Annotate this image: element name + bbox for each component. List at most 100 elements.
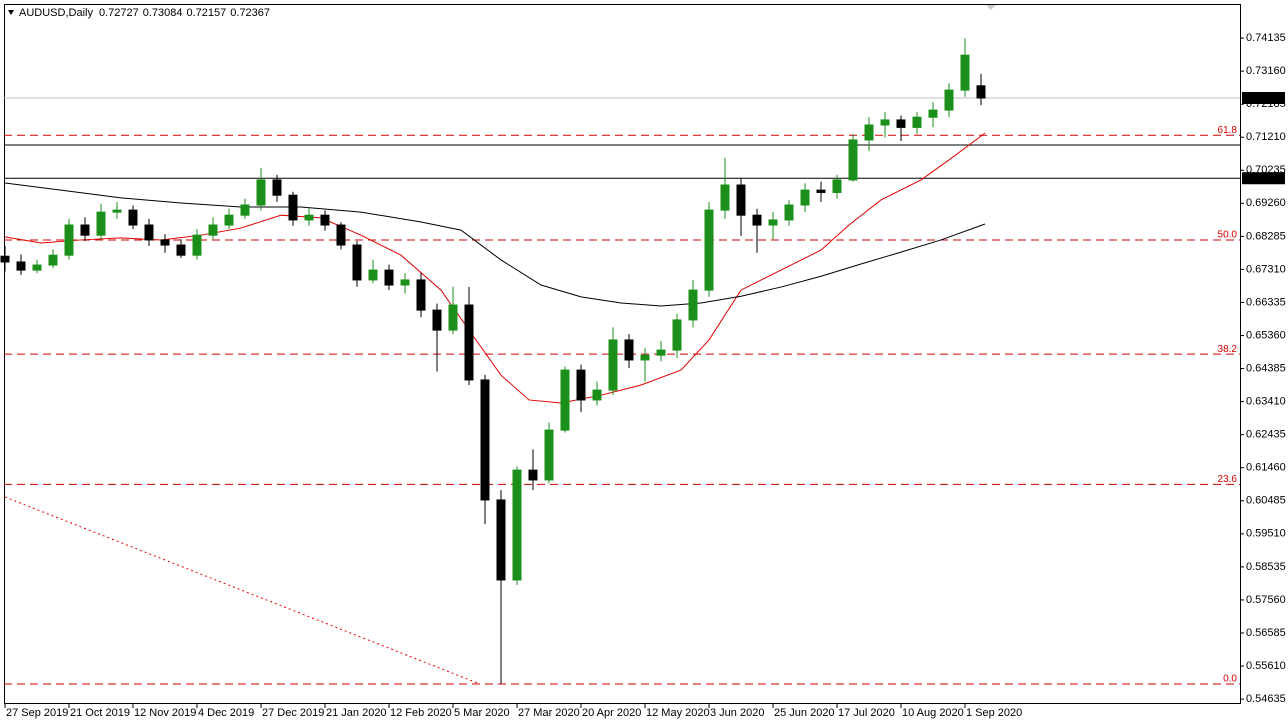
fib-label: 50.0 xyxy=(1218,230,1238,241)
candle-body xyxy=(288,194,298,221)
x-tick-label: 21 Jan 2020 xyxy=(326,707,387,719)
candle-body xyxy=(0,255,10,263)
y-tick-label: 0.65360 xyxy=(1246,329,1286,341)
x-tick-label: 1 Sep 2020 xyxy=(966,707,1022,719)
candle-body xyxy=(16,261,26,271)
candle-body xyxy=(272,179,282,196)
price-label-box xyxy=(1242,92,1285,105)
candle-body xyxy=(768,219,778,226)
candle-body xyxy=(672,319,682,351)
close: 0.72367 xyxy=(230,7,270,19)
candle-body xyxy=(784,204,794,221)
candle-body xyxy=(544,429,554,481)
candles-layer xyxy=(0,38,986,685)
candle-body xyxy=(800,189,810,206)
symbol: AUDUSD,Daily xyxy=(19,7,93,19)
fib-label: 61.8 xyxy=(1218,125,1238,136)
y-tick-label: 0.66335 xyxy=(1246,296,1286,308)
candle-body xyxy=(176,244,186,256)
y-tick-label: 0.69260 xyxy=(1246,197,1286,209)
y-tick-label: 0.57560 xyxy=(1246,594,1286,606)
fib-label: 38.2 xyxy=(1218,344,1238,355)
candle-body xyxy=(896,119,906,128)
x-tick-label: 27 Sep 2019 xyxy=(6,707,68,719)
price-label: 0.72367 xyxy=(1244,92,1284,104)
candle-body xyxy=(912,116,922,128)
y-tick-label: 0.62435 xyxy=(1246,429,1286,441)
candle-body xyxy=(352,244,362,281)
candle-body xyxy=(80,224,90,236)
candle-body xyxy=(240,204,250,216)
candle-body xyxy=(96,211,106,236)
candle-body xyxy=(400,279,410,286)
y-tick-label: 0.55610 xyxy=(1246,660,1286,672)
candle-body xyxy=(560,369,570,431)
candle-body xyxy=(960,54,970,91)
y-tick-label: 0.68285 xyxy=(1246,230,1286,242)
lines-layer: 0.0 23.6 38.2 50.0 61.8 xyxy=(4,97,1240,685)
candle-body xyxy=(752,214,762,226)
candle-body xyxy=(128,209,138,226)
low: 0.72157 xyxy=(187,7,227,19)
y-tick-label: 0.60485 xyxy=(1246,495,1286,507)
high: 0.73084 xyxy=(143,7,183,19)
x-tick-label: 20 Apr 2020 xyxy=(582,707,641,719)
candle-body xyxy=(720,184,730,211)
x-tick-label: 5 Mar 2020 xyxy=(454,707,510,719)
candle-body xyxy=(448,304,458,331)
trendline xyxy=(4,496,481,685)
shift-marker xyxy=(986,5,996,10)
candle-body xyxy=(480,379,490,501)
candle-body xyxy=(880,119,890,126)
open: 0.72727 xyxy=(99,7,139,19)
x-tick-label: 12 Nov 2019 xyxy=(134,707,196,719)
x-tick-label: 25 Jun 2020 xyxy=(774,707,835,719)
candle-body xyxy=(656,349,666,356)
candle-body xyxy=(976,85,986,99)
moving-average xyxy=(4,132,986,404)
x-tick-label: 17 Jul 2020 xyxy=(838,707,895,719)
candle-body xyxy=(704,209,714,291)
y-tick-label: 0.63410 xyxy=(1246,396,1286,408)
candle-body xyxy=(368,269,378,281)
candle-body xyxy=(608,339,618,391)
candle-body xyxy=(496,499,506,581)
header: AUDUSD,Daily 0.72727 0.73084 0.72157 0.72367 xyxy=(19,7,270,19)
x-tick-label: 4 Dec 2019 xyxy=(198,707,254,719)
candle-body xyxy=(944,89,954,111)
y-tick-label: 0.74135 xyxy=(1246,32,1286,44)
candle-body xyxy=(816,189,826,193)
moving-average xyxy=(4,182,986,307)
x-tick-label: 21 Oct 2019 xyxy=(70,707,130,719)
candle-body xyxy=(32,264,42,271)
candle-body xyxy=(688,289,698,321)
candle-body xyxy=(512,469,522,581)
candle-body xyxy=(208,224,218,236)
candle-body xyxy=(320,214,330,226)
x-tick-label: 3 Jun 2020 xyxy=(710,707,764,719)
x-tick-label: 12 May 2020 xyxy=(646,707,710,719)
candle-body xyxy=(64,224,74,256)
candle-body xyxy=(112,209,122,213)
x-tick-label: 10 Aug 2020 xyxy=(902,707,964,719)
candle-body xyxy=(848,139,858,181)
candle-body xyxy=(256,179,266,206)
y-tick-label: 0.61460 xyxy=(1246,462,1286,474)
candle-body xyxy=(336,224,346,246)
menu-arrow[interactable] xyxy=(8,10,14,15)
x-tick-label: 12 Feb 2020 xyxy=(390,707,452,719)
fib-label: 23.6 xyxy=(1218,474,1238,485)
y-tick-label: 0.73160 xyxy=(1246,65,1286,77)
candle-body xyxy=(384,269,394,286)
y-tick-label: 0.64385 xyxy=(1246,362,1286,374)
candle-body xyxy=(48,254,58,266)
price-label-box xyxy=(1242,172,1285,185)
x-tick-label: 27 Dec 2019 xyxy=(262,707,324,719)
fib-label: 0.0 xyxy=(1223,674,1237,685)
y-tick-label: 0.54635 xyxy=(1246,693,1286,705)
candle-body xyxy=(432,309,442,331)
candle-body xyxy=(576,369,586,401)
candle-body xyxy=(144,224,154,241)
